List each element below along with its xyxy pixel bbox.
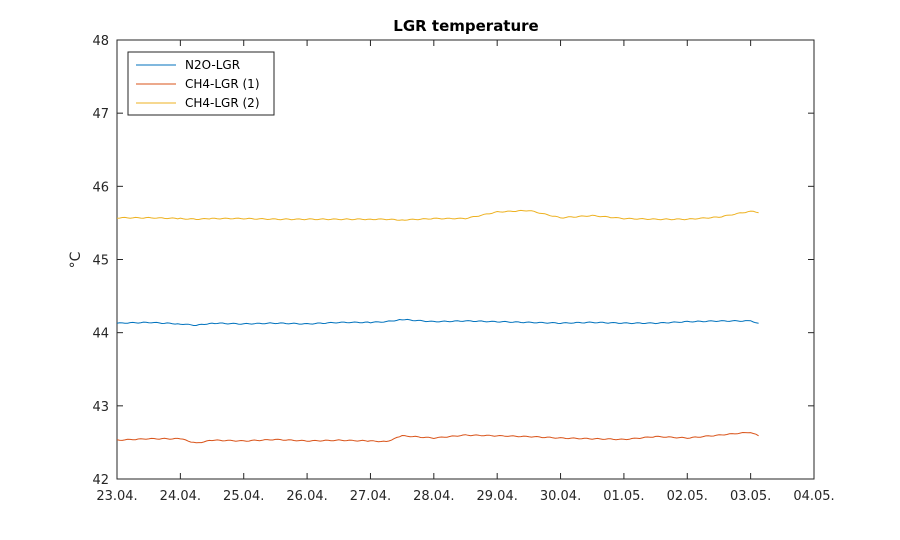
chart-title: LGR temperature xyxy=(393,17,538,35)
series-line-2 xyxy=(116,431,759,444)
series-lines xyxy=(116,209,759,444)
y-tick-label: 48 xyxy=(92,34,109,49)
x-tick-label: 01.05. xyxy=(603,489,644,504)
axis-ticks: 23.04. 24.04. 25.04. 26.04. 27.04. 28.04. 29.0… xyxy=(92,34,834,504)
y-tick-label: 42 xyxy=(92,473,109,488)
x-tick-label: 26.04. xyxy=(286,489,327,504)
legend-label: CH4-LGR (2) xyxy=(185,96,260,110)
y-axis-label: °C xyxy=(68,251,84,268)
x-tick-label: 28.04. xyxy=(413,489,454,504)
y-tick-label: 46 xyxy=(92,180,109,195)
y-tick-label: 44 xyxy=(92,327,109,342)
x-tick-label: 27.04. xyxy=(350,489,391,504)
legend-label: N2O-LGR xyxy=(185,58,240,72)
x-tick-label: 29.04. xyxy=(477,489,518,504)
x-tick-label: 23.04. xyxy=(96,489,137,504)
x-tick-label: 03.05. xyxy=(730,489,771,504)
y-tick-label: 43 xyxy=(92,400,109,415)
x-tick-label: 02.05. xyxy=(667,489,708,504)
x-tick-label: 25.04. xyxy=(223,489,264,504)
legend-label: CH4-LGR (1) xyxy=(185,77,260,91)
x-tick-label: 24.04. xyxy=(160,489,201,504)
series-line-1 xyxy=(116,318,759,326)
legend: N2O-LGR CH4-LGR (1) CH4-LGR (2) xyxy=(127,51,275,116)
x-tick-label: 04.05. xyxy=(793,489,834,504)
series-line-3 xyxy=(116,209,759,221)
y-tick-label: 45 xyxy=(92,254,109,269)
x-tick-label: 30.04. xyxy=(540,489,581,504)
y-tick-label: 47 xyxy=(92,107,109,122)
